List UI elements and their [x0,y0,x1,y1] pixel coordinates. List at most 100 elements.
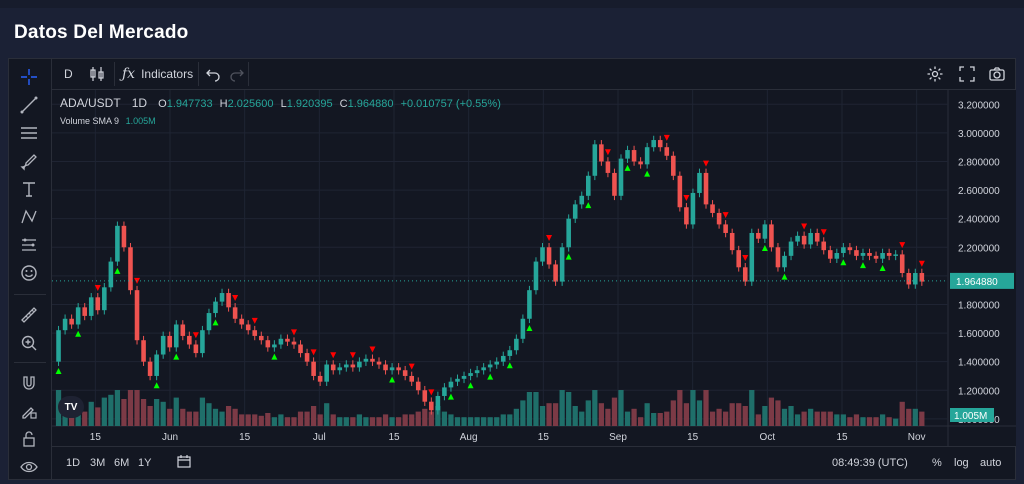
candle-body [919,273,925,282]
volume-bar [618,390,624,426]
volume-bar [343,417,349,426]
range-6m-button[interactable]: 6M [114,457,130,469]
volume-bar [297,411,304,426]
candle-body [141,340,146,362]
indicators-button[interactable]: ƒx Indicators [122,64,193,84]
candle-body [108,261,114,288]
eye-icon[interactable] [18,456,40,478]
volume-bar [886,417,892,426]
header-divider [198,62,199,86]
prediction-icon[interactable] [18,234,40,256]
candle-body [481,367,486,371]
candle-body [344,364,349,368]
candle-body [75,307,81,325]
candle-body [357,361,362,368]
volume-bar [513,408,519,426]
sell-marker [742,255,749,262]
volume-bar [821,411,827,426]
volume-bar [683,403,690,426]
camera-icon[interactable] [988,64,1006,84]
brush-icon[interactable] [18,150,40,172]
volume-bar [121,399,127,426]
range-1y-button[interactable]: 1Y [138,457,152,469]
volume-bar [88,401,94,426]
candle-body [500,355,506,362]
auto-toggle[interactable]: auto [980,457,1002,469]
date-range-icon[interactable] [176,454,192,473]
range-3m-button[interactable]: 3M [90,457,106,469]
ohlc-legend: ADA/USDT 1D O1.947733 H2.025600 L1.92039… [60,96,501,110]
volume-bar [363,417,369,426]
volume-bar [631,408,637,426]
x-tick-label: Nov [908,432,926,443]
zoom-in-icon[interactable] [18,332,40,354]
volume-bar [494,417,500,426]
volume-bar [585,400,591,426]
sell-marker [330,352,337,359]
candle-body [448,381,454,388]
candle-body [167,335,173,348]
volume-bar [539,406,546,426]
text-icon[interactable] [18,178,40,200]
x-tick-label: 15 [239,432,251,443]
percent-toggle[interactable]: % [932,457,942,469]
volume-bar [520,400,526,426]
crosshair-icon[interactable] [18,66,40,88]
symbol-label[interactable]: ADA/USDT [60,96,121,110]
volume-bar [324,403,330,426]
range-1d-button[interactable]: 1D [66,457,81,469]
candle-body [82,307,87,316]
candle-body [788,241,794,256]
last-price-label: 1.964880 [956,277,998,288]
candlestick-chart[interactable]: 3.200000 3.000000 2.800000 2.600000 2.400000… [52,90,1016,446]
volume-bar [239,414,245,426]
candle-body [893,254,898,256]
lock-icon[interactable] [18,428,40,450]
ruler-icon[interactable] [18,304,40,326]
tradingview-logo[interactable]: TV [58,396,84,418]
volume-bar [729,403,735,426]
candle-body [291,341,297,345]
candle-body [605,161,611,173]
x-tick-label: 15 [538,432,550,443]
volume-bar [441,411,448,426]
volume-bar [481,417,487,426]
lock-drawing-icon[interactable] [18,400,40,422]
redo-icon[interactable] [228,64,246,84]
sell-marker [310,349,317,356]
log-toggle[interactable]: log [954,457,969,469]
candle-body [736,250,742,268]
interval-button[interactable]: D [64,67,73,81]
horizontal-lines-icon[interactable] [18,122,40,144]
y-tick-label: 2.800000 [958,157,1000,168]
magnet-icon[interactable] [18,372,40,394]
buy-marker [585,202,592,209]
chart-header-toolbar: D ƒx Indicators [52,58,1016,90]
y-tick-label: 1.200000 [958,386,1000,397]
candle-body [376,361,382,365]
candles-icon[interactable] [88,64,106,84]
sell-marker [722,212,729,219]
undo-icon[interactable] [204,64,222,84]
volume-bar [140,399,147,426]
candle-body [762,224,768,239]
candle-body [298,344,303,354]
candle-body [631,150,637,162]
candle-body [363,358,369,362]
candle-body [415,381,421,391]
volume-bar [232,408,238,426]
fullscreen-icon[interactable] [958,64,976,84]
trend-line-icon[interactable] [18,94,40,116]
volume-bar [755,414,761,426]
volume-bar [775,400,781,426]
candle-body [867,252,872,256]
candle-body [769,224,774,248]
candle-body [572,204,578,219]
settings-icon[interactable] [926,64,944,84]
y-tick-label: 1.400000 [958,358,1000,369]
emoji-icon[interactable] [18,262,40,284]
candle-body [716,212,722,225]
pattern-icon[interactable] [18,206,40,228]
low-value: 1.920395 [286,98,333,110]
clock-label[interactable]: 08:49:39 (UTC) [832,457,908,469]
